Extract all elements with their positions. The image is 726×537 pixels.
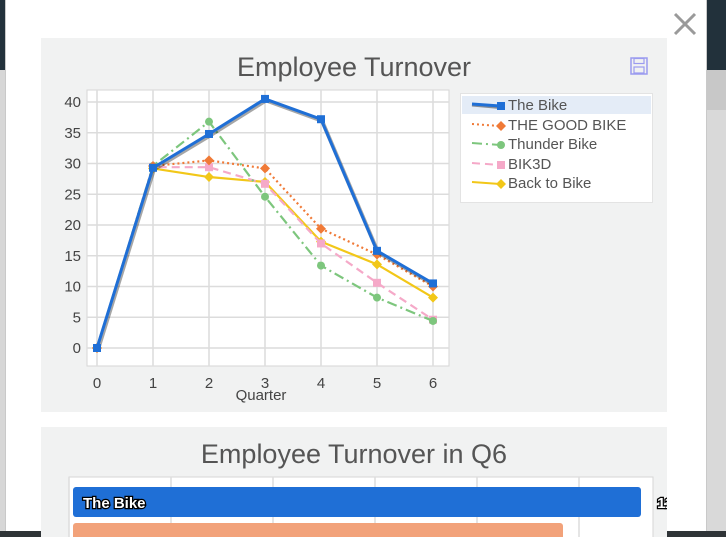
legend-item-back-to-bike[interactable]: Back to Bike <box>462 174 651 192</box>
line-chart-legend: The Bike THE GOOD BIKE Thunder Bike BIK3D Ba… <box>460 93 653 203</box>
legend-swatch <box>471 179 506 189</box>
data-point <box>149 163 157 172</box>
line-chart-panel: Employee Turnover 0 5 10 15 20 25 30 35 40 0 1 2 3 4… <box>41 38 667 412</box>
bar-value-label: 11 <box>657 495 667 512</box>
y-tick-label: 0 <box>73 340 81 357</box>
y-tick-label: 15 <box>64 248 81 265</box>
x-tick-label: 0 <box>93 375 101 392</box>
legend-label: Thunder Bike <box>508 136 598 153</box>
data-point <box>204 172 214 183</box>
x-tick-label: 6 <box>429 375 437 392</box>
save-chart-button[interactable] <box>629 56 649 76</box>
legend-item-bik3d[interactable]: BIK3D <box>462 155 651 173</box>
legend-swatch <box>471 102 505 110</box>
data-point <box>205 117 213 126</box>
legend-item-thunder-bike[interactable]: Thunder Bike <box>462 135 651 153</box>
legend-label: Back to Bike <box>508 175 592 192</box>
y-tick-label: 40 <box>64 94 81 111</box>
legend-marker <box>496 179 506 189</box>
y-tick-label: 20 <box>64 217 81 234</box>
x-tick-label: 1 <box>149 375 157 392</box>
background-right-edge <box>706 70 726 531</box>
bar-category-label: The Bike <box>83 495 146 512</box>
legend-item-the-bike[interactable]: The Bike <box>462 96 651 114</box>
legend-marker <box>496 120 506 131</box>
legend-label: The Bike <box>508 97 568 114</box>
bar-chart-title: Employee Turnover in Q6 <box>200 439 508 469</box>
data-point <box>372 259 382 270</box>
data-point <box>373 246 381 255</box>
legend-label: BIK3D <box>508 155 552 173</box>
legend-marker <box>497 102 505 110</box>
bar-chart-panel: Employee Turnover in Q6 The Bike 11 <box>41 427 667 537</box>
series-the-bike <box>93 94 437 352</box>
x-tick-label: 2 <box>205 375 213 392</box>
line-chart-grid <box>86 89 450 367</box>
data-point <box>205 129 213 138</box>
data-point <box>204 155 214 166</box>
plot-area <box>86 89 450 367</box>
data-point <box>261 94 269 103</box>
data-point <box>316 223 326 234</box>
chart-modal: Employee Turnover 0 5 10 15 20 25 30 35 40 0 1 2 3 4… <box>5 0 707 537</box>
bar-partially-visible <box>73 523 563 537</box>
data-point <box>317 239 325 248</box>
line-chart-y-ticks: 0 5 10 15 20 25 30 35 40 <box>64 94 81 357</box>
data-point <box>317 115 325 124</box>
data-point <box>260 163 270 174</box>
bar-chart: The Bike 11 <box>68 476 667 537</box>
data-point <box>205 163 213 172</box>
y-tick-label: 35 <box>64 125 81 142</box>
close-icon <box>673 12 697 36</box>
legend-swatch <box>471 160 505 169</box>
floppy-disk-icon <box>630 57 648 75</box>
data-point <box>261 192 269 201</box>
data-point <box>429 316 437 325</box>
y-tick-label: 30 <box>64 156 81 173</box>
x-axis-label: Quarter <box>236 387 287 404</box>
line-chart-x-ticks: 0 1 2 3 4 5 6 <box>93 375 437 392</box>
data-point <box>428 292 438 303</box>
legend-label: THE GOOD BIKE <box>508 116 627 134</box>
legend-swatch <box>471 120 506 131</box>
legend-marker <box>497 160 505 169</box>
x-tick-label: 5 <box>373 375 381 392</box>
bar[interactable] <box>73 487 641 517</box>
close-button[interactable] <box>667 6 703 42</box>
y-tick-label: 5 <box>73 309 81 326</box>
x-tick-label: 4 <box>317 375 325 392</box>
line-chart-series <box>92 94 438 353</box>
background-right-bar <box>706 70 726 110</box>
data-point <box>373 278 381 287</box>
data-point <box>429 279 437 288</box>
line-chart: 0 5 10 15 20 25 30 35 40 0 1 2 3 4 5 6 Quarter <box>64 89 450 404</box>
background-left-edge <box>0 70 6 531</box>
legend-swatch <box>471 141 505 149</box>
x-tick-label: 3 <box>261 375 269 392</box>
legend-marker <box>497 141 505 149</box>
y-tick-label: 25 <box>64 186 81 203</box>
data-point <box>261 179 269 188</box>
data-point <box>93 344 101 352</box>
data-point <box>373 293 381 302</box>
data-point <box>317 261 325 270</box>
line-chart-title: Employee Turnover <box>236 52 472 82</box>
y-tick-label: 10 <box>64 279 81 296</box>
legend-item-the-good-bike[interactable]: THE GOOD BIKE <box>462 116 651 134</box>
